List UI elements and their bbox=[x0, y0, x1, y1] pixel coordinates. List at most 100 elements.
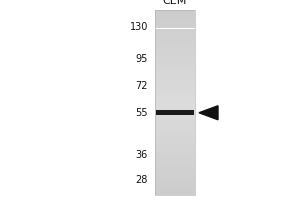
Bar bbox=[155, 160, 195, 161]
Bar bbox=[155, 45, 195, 46]
Bar bbox=[155, 164, 195, 165]
Bar bbox=[155, 84, 195, 85]
Bar bbox=[155, 98, 195, 99]
Bar bbox=[155, 159, 195, 160]
Bar bbox=[155, 125, 195, 126]
Bar bbox=[155, 163, 195, 164]
Bar bbox=[155, 77, 195, 78]
Bar bbox=[155, 67, 195, 68]
Bar bbox=[155, 157, 195, 158]
Bar bbox=[155, 25, 195, 26]
Bar bbox=[155, 130, 195, 131]
Bar bbox=[155, 176, 195, 177]
Bar bbox=[155, 14, 195, 15]
Bar bbox=[155, 146, 195, 147]
Bar bbox=[155, 64, 195, 65]
Bar bbox=[155, 110, 195, 111]
Bar bbox=[155, 177, 195, 178]
Bar bbox=[155, 81, 195, 82]
Bar bbox=[155, 68, 195, 69]
Bar bbox=[155, 36, 195, 37]
Bar bbox=[155, 158, 195, 159]
Bar bbox=[155, 127, 195, 128]
Bar bbox=[155, 184, 195, 185]
Bar bbox=[155, 155, 195, 156]
Bar bbox=[155, 144, 195, 145]
Bar bbox=[155, 22, 195, 23]
Bar bbox=[155, 71, 195, 72]
Bar bbox=[155, 112, 195, 113]
Bar bbox=[155, 136, 195, 137]
Bar bbox=[155, 72, 195, 73]
Bar bbox=[155, 167, 195, 168]
Polygon shape bbox=[199, 106, 218, 120]
Bar bbox=[155, 185, 195, 186]
Bar bbox=[155, 191, 195, 192]
Bar bbox=[155, 188, 195, 189]
Bar bbox=[155, 38, 195, 39]
Bar bbox=[155, 172, 195, 173]
Bar bbox=[155, 47, 195, 48]
Text: CEM: CEM bbox=[163, 0, 187, 6]
Bar bbox=[155, 106, 195, 107]
Bar bbox=[155, 80, 195, 81]
Bar bbox=[155, 82, 195, 83]
Bar bbox=[155, 49, 195, 50]
Bar bbox=[155, 24, 195, 25]
Bar bbox=[155, 113, 195, 114]
Bar bbox=[155, 32, 195, 33]
Bar bbox=[155, 140, 195, 141]
Bar bbox=[155, 89, 195, 90]
Bar bbox=[155, 141, 195, 142]
Bar bbox=[155, 90, 195, 91]
Bar bbox=[155, 122, 195, 123]
Bar bbox=[155, 19, 195, 20]
Bar bbox=[155, 29, 195, 30]
Bar bbox=[155, 182, 195, 183]
Bar bbox=[155, 150, 195, 151]
Bar bbox=[155, 11, 195, 12]
Bar bbox=[155, 151, 195, 152]
Bar bbox=[155, 34, 195, 35]
Bar bbox=[155, 152, 195, 153]
Bar bbox=[155, 83, 195, 84]
Bar bbox=[155, 97, 195, 98]
Bar bbox=[155, 183, 195, 184]
Bar bbox=[155, 170, 195, 171]
Bar bbox=[155, 139, 195, 140]
Bar bbox=[155, 156, 195, 157]
Text: 72: 72 bbox=[136, 81, 148, 91]
Text: 130: 130 bbox=[130, 22, 148, 32]
Bar bbox=[155, 145, 195, 146]
Bar bbox=[155, 131, 195, 132]
Bar bbox=[155, 95, 195, 96]
Bar bbox=[155, 142, 195, 143]
Bar bbox=[155, 190, 195, 191]
Bar bbox=[155, 41, 195, 42]
Bar bbox=[155, 109, 195, 110]
Bar bbox=[155, 165, 195, 166]
Bar bbox=[155, 37, 195, 38]
Bar bbox=[155, 187, 195, 188]
Bar bbox=[155, 102, 195, 103]
Bar bbox=[155, 192, 195, 193]
Bar bbox=[155, 35, 195, 36]
Bar bbox=[155, 162, 195, 163]
Bar bbox=[155, 33, 195, 34]
Bar bbox=[155, 85, 195, 86]
Bar bbox=[155, 117, 195, 118]
Bar bbox=[155, 55, 195, 56]
Bar bbox=[155, 168, 195, 169]
Bar bbox=[155, 111, 195, 112]
Bar bbox=[155, 126, 195, 127]
Bar bbox=[155, 120, 195, 121]
Bar bbox=[155, 189, 195, 190]
Bar bbox=[155, 171, 195, 172]
Bar bbox=[155, 118, 195, 119]
Bar bbox=[155, 101, 195, 102]
Bar bbox=[155, 79, 195, 80]
Bar bbox=[155, 10, 195, 11]
Bar bbox=[155, 51, 195, 52]
Bar bbox=[155, 166, 195, 167]
Bar bbox=[155, 100, 195, 101]
